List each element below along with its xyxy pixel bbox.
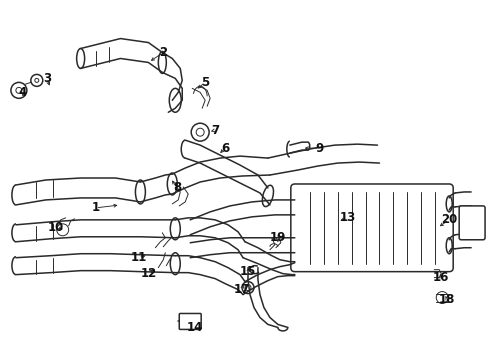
FancyBboxPatch shape [459, 206, 485, 240]
Text: 19: 19 [270, 231, 286, 244]
Text: 16: 16 [433, 271, 449, 284]
Text: 3: 3 [43, 72, 51, 85]
Text: 11: 11 [130, 251, 147, 264]
Text: 9: 9 [316, 141, 324, 155]
FancyBboxPatch shape [179, 314, 201, 329]
Text: 7: 7 [211, 124, 219, 137]
Text: 2: 2 [159, 46, 168, 59]
Text: 6: 6 [221, 141, 229, 155]
Text: 12: 12 [140, 267, 156, 280]
Text: 1: 1 [92, 201, 99, 215]
Text: 14: 14 [187, 321, 203, 334]
Text: 10: 10 [48, 221, 64, 234]
Text: 5: 5 [201, 76, 209, 89]
Text: 18: 18 [439, 293, 455, 306]
Text: 20: 20 [441, 213, 457, 226]
Text: 17: 17 [234, 283, 250, 296]
Text: 13: 13 [340, 211, 356, 224]
Text: 15: 15 [240, 265, 256, 278]
Text: 4: 4 [19, 86, 27, 99]
Text: 8: 8 [173, 181, 181, 194]
